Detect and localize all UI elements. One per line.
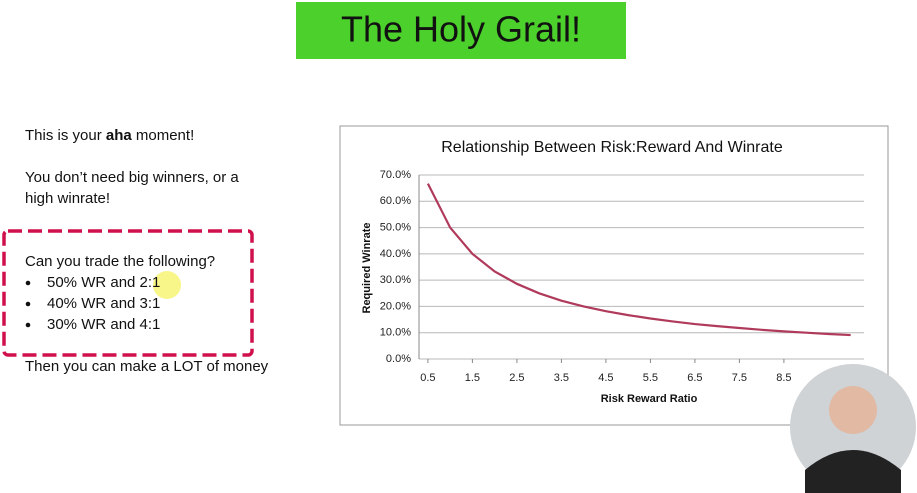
chart-frame	[339, 125, 889, 426]
x-tick-label: 5.5	[643, 372, 658, 384]
cursor-highlight	[153, 271, 181, 299]
x-tick-label: 4.5	[598, 372, 613, 384]
bullet: 50% WR and 2:1	[47, 274, 160, 291]
question: Can you trade the following?	[25, 253, 215, 270]
y-tick-label: 30.0%	[380, 274, 411, 286]
x-tick-label: 7.5	[732, 372, 747, 384]
bullet-dot	[25, 301, 31, 307]
point-line: You don’t need big winners, or a	[25, 169, 239, 186]
title-banner	[296, 2, 626, 59]
data-line	[426, 183, 851, 337]
webcam-shirt	[805, 450, 901, 493]
y-tick-label: 50.0%	[380, 221, 411, 233]
x-tick-label: 2.5	[509, 372, 524, 384]
x-tick-label: 8.5	[776, 372, 791, 384]
chart-title: Relationship Between Risk:Reward And Win…	[441, 139, 783, 156]
bullet: 30% WR and 4:1	[47, 316, 160, 333]
x-axis-label: Risk Reward Ratio	[601, 393, 698, 405]
intro: This is your aha moment!	[25, 127, 194, 144]
point-line: high winrate!	[25, 190, 110, 207]
slide-title: The Holy Grail!	[341, 9, 581, 50]
intro-bold: aha	[106, 127, 133, 144]
bullet: 40% WR and 3:1	[47, 295, 160, 312]
conclusion: Then you can make a LOT of money	[25, 358, 269, 375]
y-tick-label: 20.0%	[380, 300, 411, 312]
x-tick-label: 0.5	[420, 372, 435, 384]
y-tick-label: 10.0%	[380, 327, 411, 339]
y-tick-label: 0.0%	[386, 353, 411, 365]
webcam-face	[829, 386, 877, 434]
y-tick-label: 60.0%	[380, 195, 411, 207]
bullet-dot	[25, 280, 31, 286]
y-tick-label: 70.0%	[380, 169, 411, 181]
intro-part: moment!	[132, 127, 195, 144]
y-axis-label: Required Winrate	[361, 223, 373, 314]
y-tick-label: 40.0%	[380, 248, 411, 260]
bullet-dot	[25, 322, 31, 328]
intro-part: This is your	[25, 127, 106, 144]
highlight-box	[2, 229, 254, 357]
x-tick-label: 6.5	[687, 372, 702, 384]
x-tick-label: 1.5	[465, 372, 480, 384]
x-tick-label: 3.5	[554, 372, 569, 384]
plot-area: 0.0% 10.0% 20.0% 30.0% 40.0% 50.0% 60.0% 70.0% 0…	[380, 169, 864, 384]
